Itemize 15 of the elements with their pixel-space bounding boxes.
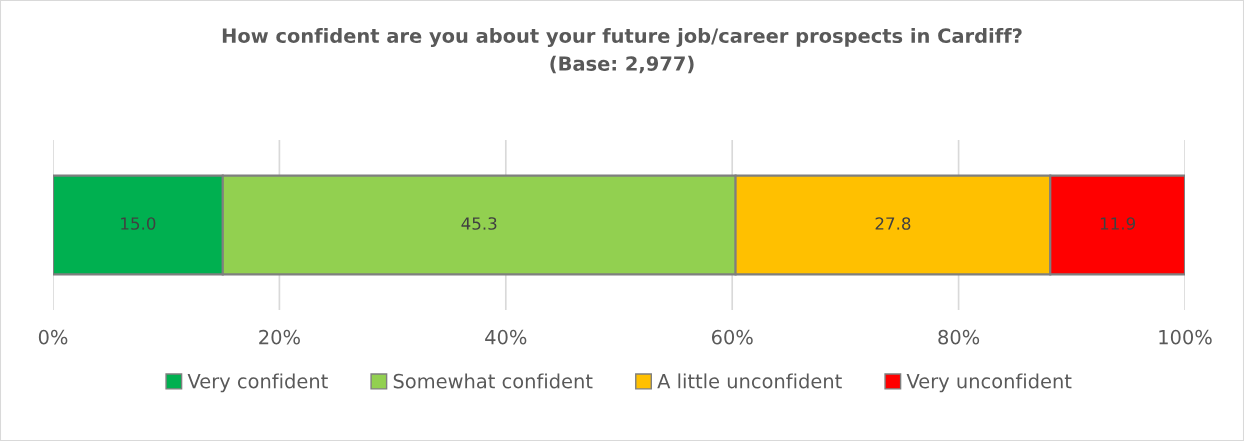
x-tick-label: 20% <box>259 329 300 345</box>
x-tick-label: 0% <box>38 329 68 345</box>
x-tick-label: 40% <box>485 329 527 345</box>
x-tick-label: 60% <box>711 329 753 345</box>
x-tick-label: 100% <box>1159 329 1212 345</box>
data-label: 45.3 <box>461 217 497 230</box>
data-label: 11.9 <box>1100 217 1136 230</box>
legend-label: Very confident <box>187 373 328 393</box>
data-label: 27.8 <box>875 217 911 230</box>
legend-label: Very unconfident <box>906 373 1072 393</box>
legend-label: A little unconfident <box>657 373 842 389</box>
chart-title: How confident are you about your future job/career prospects in Cardiff? (Base: 2,977) <box>222 28 1022 74</box>
data-label: 15.0 <box>121 217 156 230</box>
legend-label: Somewhat confident <box>393 373 593 389</box>
x-tick-label: 80% <box>938 329 980 345</box>
